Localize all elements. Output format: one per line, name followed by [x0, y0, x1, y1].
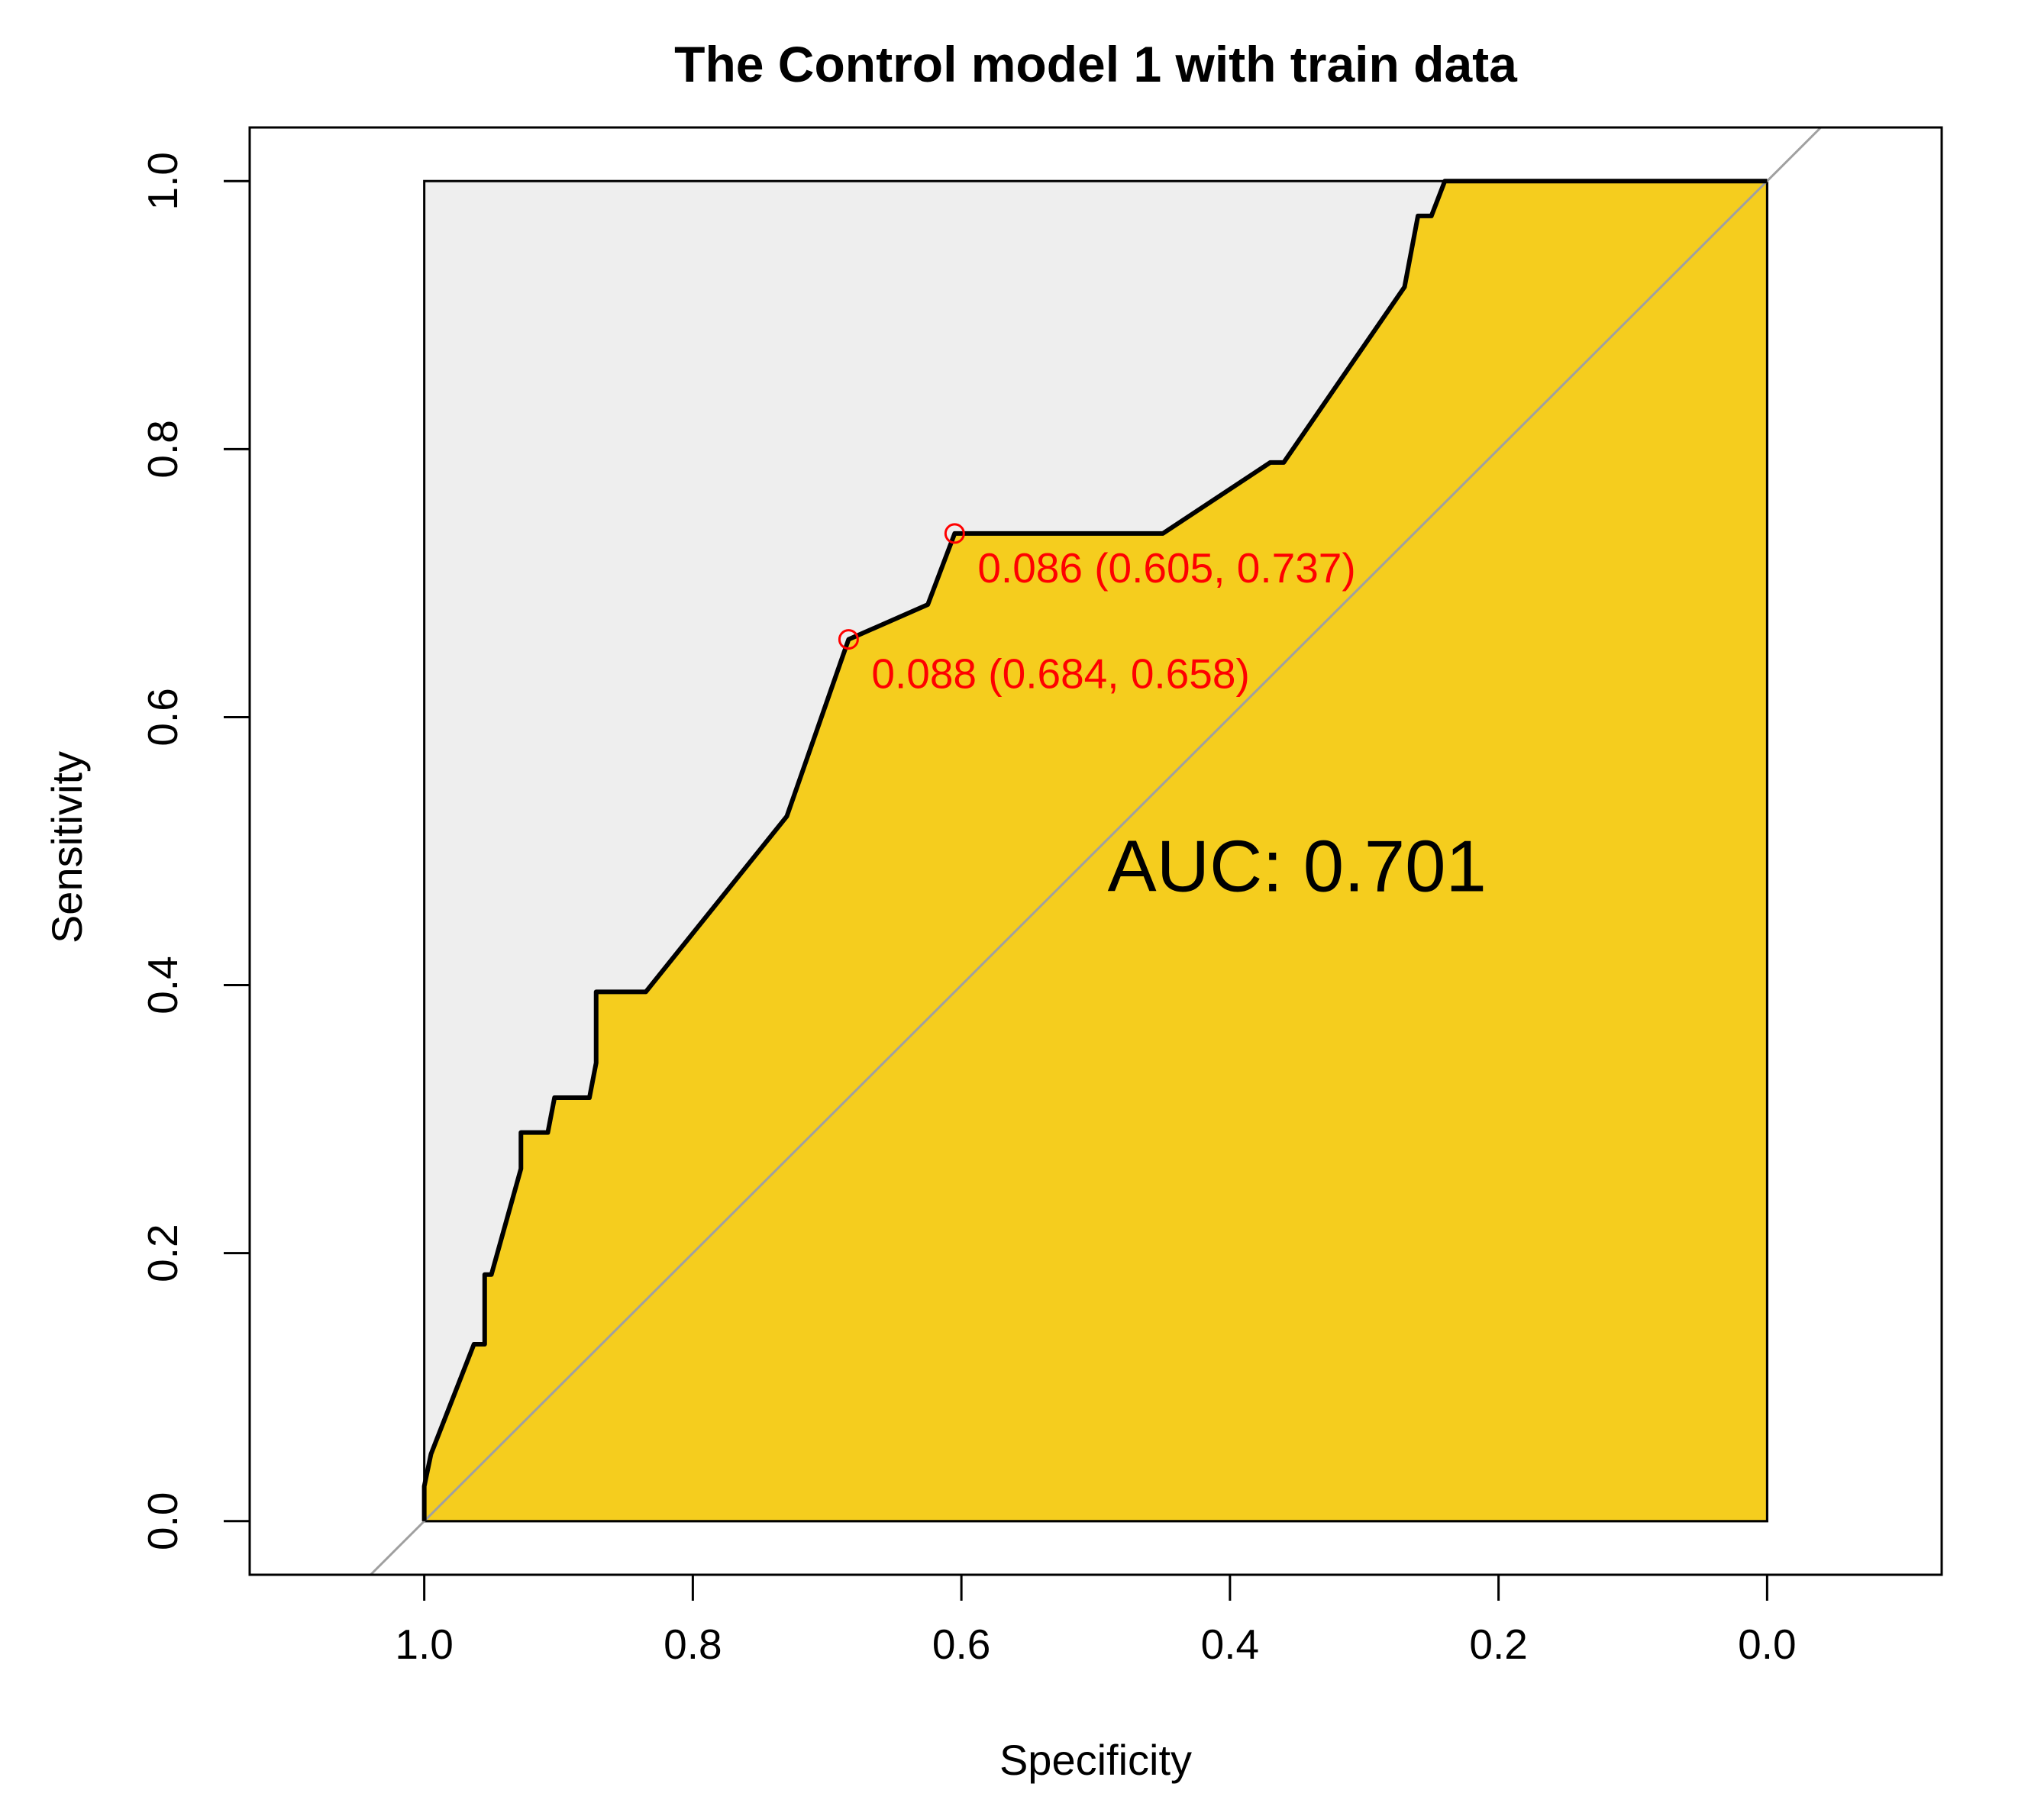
y-tick-label: 0.8: [139, 420, 186, 478]
y-tick-label: 0.0: [139, 1492, 186, 1550]
x-tick-label: 0.4: [1201, 1621, 1259, 1668]
y-axis: 0.0 0.2 0.4 0.6 0.8 1.0: [139, 152, 251, 1550]
threshold-point: [944, 523, 965, 544]
y-tick-label: 0.2: [139, 1224, 186, 1282]
x-tick-label: 0.8: [664, 1621, 722, 1668]
x-tick-label: 1.0: [395, 1621, 453, 1668]
x-tick-label: 0.2: [1469, 1621, 1527, 1668]
chart-title: The Control model 1 with train data: [674, 36, 1518, 92]
y-tick-label: 0.4: [139, 956, 186, 1014]
plot-area: 0.086 (0.605, 0.737) 0.088 (0.684, 0.658)…: [370, 127, 1822, 1575]
x-tick-label: 0.0: [1738, 1621, 1796, 1668]
x-axis-label: Specificity: [999, 1736, 1192, 1784]
y-axis-label: Sensitivity: [43, 751, 91, 943]
y-tick-label: 0.6: [139, 688, 186, 746]
roc-curve: [421, 179, 1768, 1521]
threshold-label: 0.088 (0.684, 0.658): [871, 650, 1249, 698]
y-tick-label: 1.0: [139, 152, 186, 210]
x-tick-label: 0.6: [932, 1621, 990, 1668]
x-axis: 1.0 0.8 0.6 0.4 0.2 0.0: [395, 1573, 1797, 1668]
threshold-label: 0.086 (0.605, 0.737): [977, 544, 1355, 592]
auc-label: AUC: 0.701: [1108, 826, 1487, 908]
threshold-point: [838, 629, 859, 650]
diagonal-line: [370, 127, 1822, 1575]
